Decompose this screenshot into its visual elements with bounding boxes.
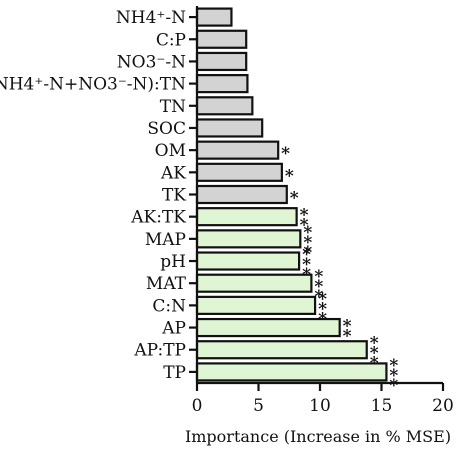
bar bbox=[195, 340, 368, 360]
significance-mark: * bbox=[302, 255, 311, 275]
x-ticks-group: 0 5 10 15 20 bbox=[192, 383, 454, 416]
significance-mark: * bbox=[302, 265, 311, 285]
category-label: NO3⁻-N bbox=[117, 52, 186, 72]
significance-mark: * bbox=[303, 233, 312, 253]
category-label: SOC bbox=[147, 119, 186, 139]
category-label: C:N bbox=[152, 296, 186, 316]
x-tick-label: 20 bbox=[432, 396, 454, 416]
category-label: AP bbox=[161, 319, 186, 339]
category-label: AP:TP bbox=[133, 341, 186, 361]
category-label: TK bbox=[162, 186, 186, 206]
significance-mark: * bbox=[314, 267, 323, 287]
x-tick-label: 15 bbox=[371, 396, 393, 416]
significance-mark: * bbox=[314, 277, 323, 297]
bar bbox=[195, 96, 254, 116]
bar bbox=[195, 7, 233, 27]
significance-mark: * bbox=[389, 366, 398, 386]
category-label: pH bbox=[160, 252, 186, 272]
bar bbox=[195, 362, 388, 382]
bar bbox=[195, 51, 248, 72]
significance-mark: * bbox=[314, 287, 323, 307]
significance-mark: * bbox=[318, 299, 327, 319]
significance-mark: * bbox=[370, 334, 379, 354]
significance-mark: * bbox=[302, 245, 311, 265]
category-label: AK bbox=[160, 163, 186, 183]
category-label: C:P bbox=[156, 30, 186, 50]
category-label: AK:TK bbox=[130, 208, 186, 228]
significance-group: *********** ****** ** *** *** bbox=[281, 144, 398, 396]
significance-mark: * bbox=[318, 289, 327, 309]
significance-mark: * bbox=[281, 144, 290, 164]
significance-mark: * bbox=[343, 317, 352, 337]
x-tick-label: 10 bbox=[309, 396, 331, 416]
significance-mark: * bbox=[389, 356, 398, 376]
bar bbox=[195, 251, 301, 271]
bar bbox=[195, 295, 317, 315]
category-label: NH4⁺-N bbox=[116, 8, 186, 28]
bar bbox=[195, 207, 298, 227]
bar bbox=[195, 229, 302, 249]
significance-mark: * bbox=[318, 309, 327, 329]
significance-mark: * bbox=[370, 354, 379, 374]
category-label: TN bbox=[160, 97, 186, 117]
x-tick-label: 5 bbox=[253, 396, 264, 416]
category-label: MAP bbox=[145, 230, 186, 250]
significance-mark: * bbox=[300, 216, 309, 236]
significance-mark: * bbox=[290, 189, 299, 209]
significance-mark: * bbox=[389, 376, 398, 396]
category-label: OM bbox=[155, 141, 186, 161]
significance-mark: * bbox=[370, 344, 379, 364]
significance-mark: * bbox=[343, 327, 352, 347]
bar bbox=[195, 184, 288, 205]
x-axis-title: Importance (Increase in % MSE) bbox=[185, 427, 451, 446]
bar bbox=[195, 140, 280, 160]
significance-mark: * bbox=[303, 243, 312, 263]
bar bbox=[195, 118, 264, 138]
bar bbox=[195, 162, 283, 182]
significance-mark: * bbox=[285, 166, 294, 186]
category-label: MAT bbox=[146, 274, 187, 294]
category-label: (NH4⁺-N+NO3⁻-N):TN bbox=[0, 75, 186, 95]
category-label: TP bbox=[163, 363, 186, 383]
bar bbox=[195, 74, 249, 94]
significance-mark: * bbox=[300, 206, 309, 226]
bar bbox=[195, 273, 313, 293]
bar bbox=[195, 29, 248, 49]
significance-mark: * bbox=[303, 223, 312, 243]
x-tick-label: 0 bbox=[192, 396, 203, 416]
